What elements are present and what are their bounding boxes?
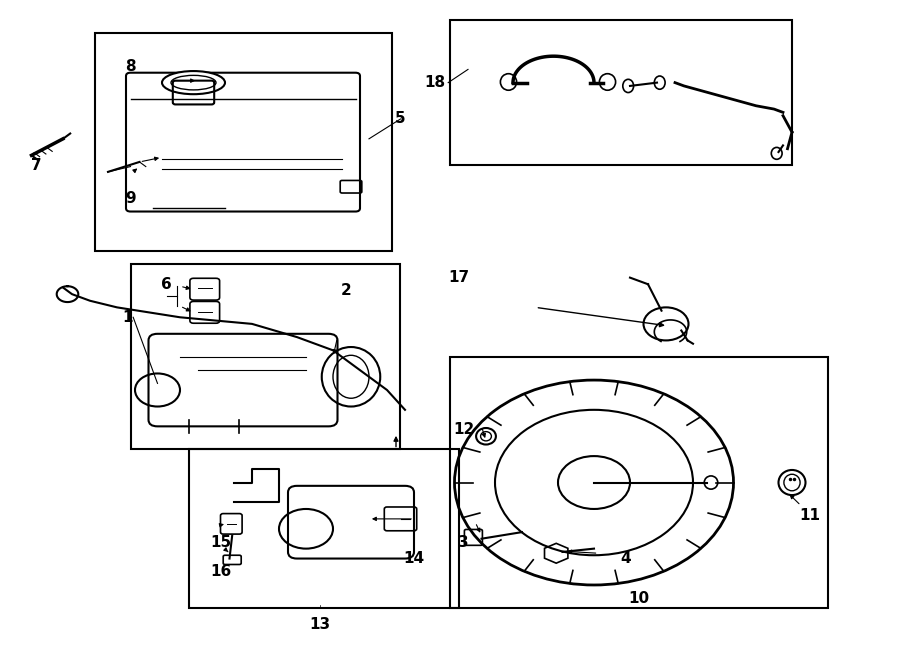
Text: 7: 7 xyxy=(31,158,41,173)
Text: 17: 17 xyxy=(448,270,470,285)
Bar xyxy=(450,357,828,608)
Text: 5: 5 xyxy=(395,112,406,126)
Text: 1: 1 xyxy=(122,310,133,325)
Bar xyxy=(189,449,459,608)
Text: 12: 12 xyxy=(453,422,474,437)
Text: 18: 18 xyxy=(425,75,446,90)
Text: 4: 4 xyxy=(620,551,631,566)
Text: 11: 11 xyxy=(799,508,821,523)
Text: 9: 9 xyxy=(125,191,136,206)
Bar xyxy=(94,33,392,251)
Text: 6: 6 xyxy=(161,277,172,292)
Text: 15: 15 xyxy=(210,535,231,549)
Bar xyxy=(450,20,792,165)
Text: 8: 8 xyxy=(125,59,136,73)
Text: 14: 14 xyxy=(403,551,425,566)
Text: 10: 10 xyxy=(628,591,650,605)
Bar xyxy=(130,264,401,449)
Text: 13: 13 xyxy=(309,617,330,632)
Text: 3: 3 xyxy=(458,535,469,549)
Text: 2: 2 xyxy=(341,284,352,298)
Text: 16: 16 xyxy=(210,564,231,579)
Ellipse shape xyxy=(162,71,225,94)
